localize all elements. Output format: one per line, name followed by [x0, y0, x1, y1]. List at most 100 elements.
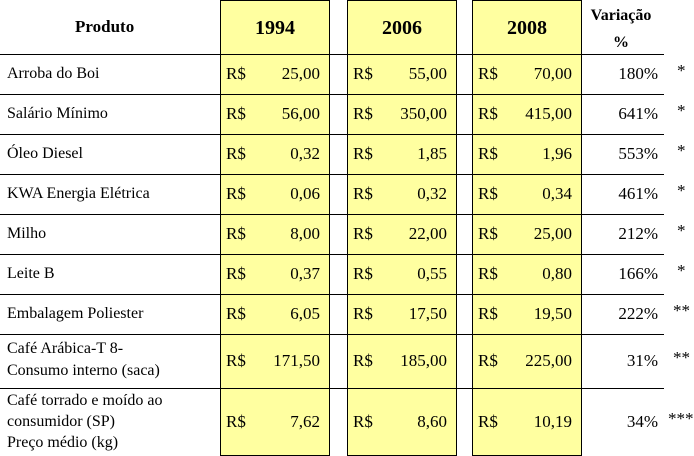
product-name: Salário Mínimo: [7, 105, 108, 122]
currency-symbol: R$: [353, 64, 373, 83]
footnote-marker: ***: [668, 409, 694, 428]
price-value-2008: 225,00: [525, 351, 572, 370]
price-value-2008: 70,00: [533, 64, 572, 83]
price-value-2008: 25,00: [533, 224, 572, 243]
price-value-1994: 7,62: [290, 412, 320, 431]
currency-symbol: R$: [226, 264, 246, 283]
currency-symbol: R$: [353, 104, 373, 123]
product-name: Óleo Diesel: [7, 145, 83, 162]
price-value-2006: 8,60: [417, 412, 447, 431]
footnote-marker: *: [677, 61, 686, 80]
footnote-marker: *: [677, 101, 686, 120]
price-value-2006: 17,50: [408, 304, 447, 323]
price-value-1994: 6,05: [290, 304, 320, 323]
product-name: Consumo interno (saca): [7, 362, 160, 379]
currency-symbol: R$: [226, 412, 246, 431]
row-separator: [0, 254, 664, 255]
currency-symbol: R$: [353, 412, 373, 431]
currency-symbol: R$: [353, 184, 373, 203]
product-name: Café torrado e moído ao: [7, 391, 163, 409]
row-separator: [0, 174, 664, 175]
currency-symbol: R$: [478, 104, 498, 123]
price-value-2008: 10,19: [533, 412, 572, 431]
currency-symbol: R$: [478, 304, 498, 323]
currency-symbol: R$: [478, 224, 498, 243]
product-name: KWA Energia Elétrica: [7, 185, 150, 202]
product-name: Café Arábica-T 8-: [7, 340, 124, 357]
variation-percent: 212%: [618, 224, 658, 243]
price-value-1994: 25,00: [281, 64, 320, 83]
currency-symbol: R$: [353, 144, 373, 163]
currency-symbol: R$: [353, 224, 373, 243]
price-value-1994: 0,37: [290, 264, 320, 283]
variation-percent: 461%: [618, 184, 658, 203]
header-2008: 2008: [507, 17, 547, 39]
column-1994: [220, 0, 330, 456]
currency-symbol: R$: [353, 351, 373, 370]
variation-percent: 34%: [626, 412, 658, 431]
product-name: Leite B: [7, 265, 55, 282]
currency-symbol: R$: [226, 64, 246, 83]
price-value-2008: 1,96: [542, 144, 572, 163]
column-2006: [347, 0, 457, 456]
header-variacao-unit: %: [613, 34, 629, 51]
price-value-2008: 0,34: [542, 184, 572, 203]
currency-symbol: R$: [478, 351, 498, 370]
product-name: Milho: [7, 225, 47, 242]
price-value-1994: 0,06: [290, 184, 320, 203]
currency-symbol: R$: [478, 184, 498, 203]
row-separator: [0, 214, 664, 215]
currency-symbol: R$: [226, 184, 246, 203]
variation-percent: 641%: [618, 104, 658, 123]
variation-percent: 166%: [618, 264, 658, 283]
currency-symbol: R$: [226, 104, 246, 123]
footnote-marker: *: [677, 261, 686, 280]
price-value-1994: 171,50: [273, 351, 320, 370]
header-1994: 1994: [255, 17, 295, 39]
price-value-2006: 185,00: [400, 351, 447, 370]
currency-symbol: R$: [478, 64, 498, 83]
price-value-2008: 0,80: [542, 264, 572, 283]
header-variacao: Variação: [590, 7, 652, 24]
row-separator: [0, 388, 664, 389]
currency-symbol: R$: [478, 412, 498, 431]
footnote-marker: **: [673, 301, 690, 320]
variation-percent: 180%: [618, 64, 658, 83]
currency-symbol: R$: [226, 144, 246, 163]
row-separator: [0, 94, 664, 95]
variation-percent: 31%: [626, 351, 658, 370]
currency-symbol: R$: [353, 264, 373, 283]
header-2006: 2006: [382, 17, 422, 39]
price-value-2006: 55,00: [408, 64, 447, 83]
price-value-1994: 8,00: [290, 224, 320, 243]
price-value-2006: 0,55: [417, 264, 447, 283]
price-value-2006: 22,00: [408, 224, 447, 243]
row-separator: [0, 294, 664, 295]
footnote-marker: **: [673, 348, 690, 367]
header-produto: Produto: [75, 17, 135, 36]
price-value-2006: 350,00: [400, 104, 447, 123]
footnote-marker: *: [677, 181, 686, 200]
product-name: Embalagem Poliester: [7, 305, 144, 322]
footnote-marker: *: [677, 221, 686, 240]
product-name: Arroba do Boi: [7, 65, 100, 82]
currency-symbol: R$: [226, 304, 246, 323]
price-value-2008: 19,50: [533, 304, 572, 323]
currency-symbol: R$: [353, 304, 373, 323]
product-name: Preço médio (kg): [7, 433, 119, 451]
price-value-2008: 415,00: [525, 104, 572, 123]
price-value-1994: 0,32: [290, 144, 320, 163]
price-value-2006: 1,85: [417, 144, 447, 163]
currency-symbol: R$: [478, 144, 498, 163]
row-separator: [0, 334, 664, 335]
product-name: consumidor (SP): [7, 412, 115, 430]
currency-symbol: R$: [226, 351, 246, 370]
variation-percent: 553%: [618, 144, 658, 163]
currency-symbol: R$: [226, 224, 246, 243]
currency-symbol: R$: [478, 264, 498, 283]
row-separator: [0, 54, 664, 55]
footnote-marker: *: [677, 141, 686, 160]
price-value-2006: 0,32: [417, 184, 447, 203]
variation-percent: 222%: [618, 304, 658, 323]
price-value-1994: 56,00: [281, 104, 320, 123]
